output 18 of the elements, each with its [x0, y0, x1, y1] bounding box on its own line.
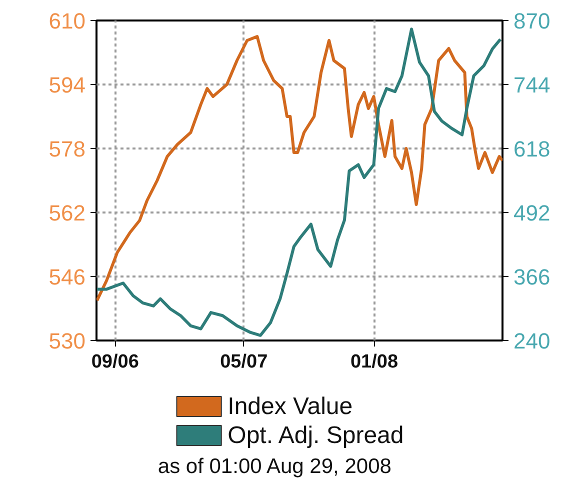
y2-tick-label: 366 — [514, 264, 550, 290]
y2-tick-label: 744 — [514, 72, 550, 98]
y-tick-label: 610 — [48, 8, 86, 34]
y-tick-label: 530 — [48, 328, 86, 354]
y2-tick-label: 870 — [514, 8, 550, 34]
y-tick-label: 546 — [48, 264, 86, 290]
text: as of 01:00 Aug 29, 2008 — [158, 455, 392, 478]
y-tick-label: 562 — [48, 200, 86, 226]
y2-tick-label: 492 — [514, 200, 550, 226]
x-tick-label: 05/07 — [220, 352, 268, 372]
y-tick-label: 578 — [48, 136, 86, 162]
y-tick-label: 594 — [48, 72, 86, 98]
legend-label: Opt. Adj. Spread — [228, 422, 404, 449]
x-tick-label: 09/06 — [91, 352, 139, 372]
x-tick-label: 01/08 — [350, 352, 398, 372]
y2-tick-label: 240 — [514, 328, 550, 354]
legend-label: Index Value — [228, 393, 353, 420]
y2-tick-label: 618 — [514, 136, 550, 162]
